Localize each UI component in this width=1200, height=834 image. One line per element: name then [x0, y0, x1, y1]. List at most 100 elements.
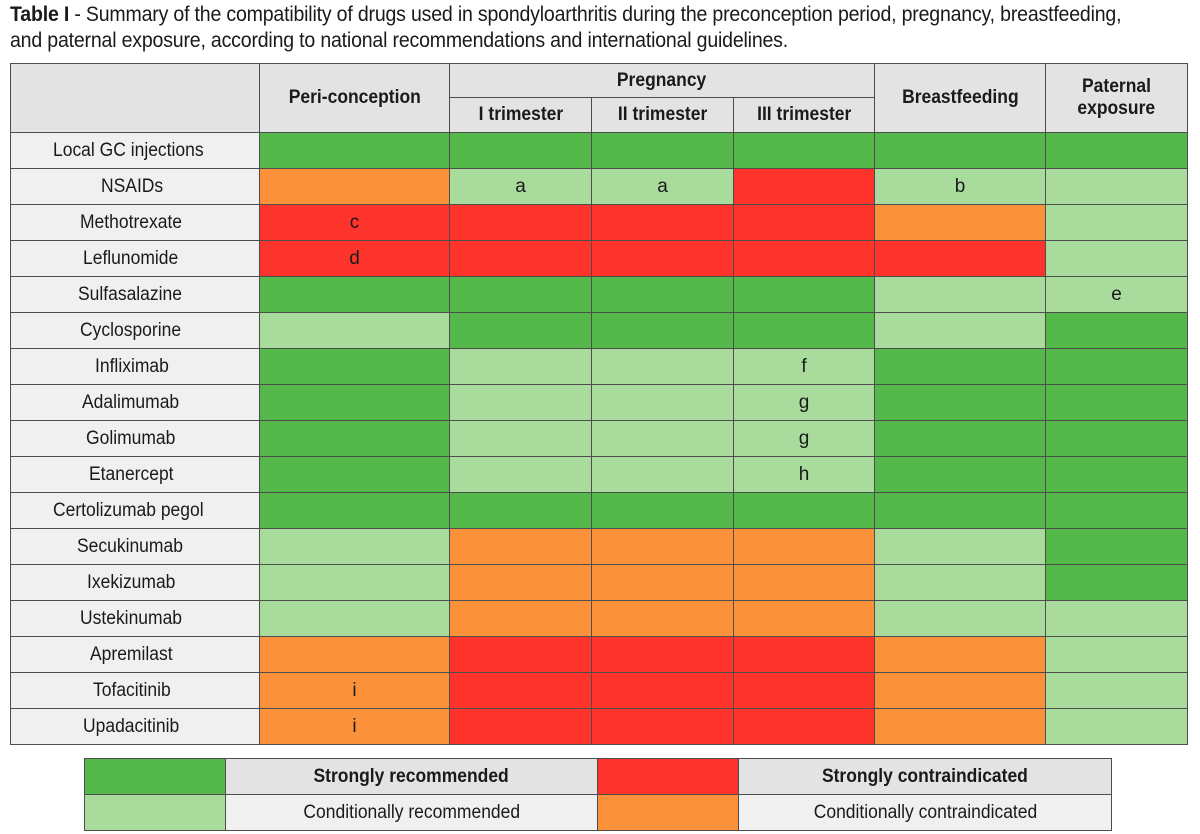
cell-peri-conception: [259, 168, 450, 205]
table-row: Golimumab g: [10, 420, 1188, 457]
cell-trimester-1: [449, 636, 592, 673]
cell-paternal-exposure: [1045, 312, 1188, 349]
legend-swatch-strongly-recommended: [84, 758, 226, 795]
cell-breastfeeding: [874, 312, 1046, 349]
cell-paternal-exposure: [1045, 240, 1188, 277]
cell-paternal-exposure: [1045, 672, 1188, 709]
drug-name-cell: Sulfasalazine: [10, 276, 260, 313]
cell-paternal-exposure: [1045, 168, 1188, 205]
cell-breastfeeding: [874, 708, 1046, 745]
drug-name-cell: NSAIDs: [10, 168, 260, 205]
cell-breastfeeding: [874, 384, 1046, 421]
cell-trimester-3: [733, 240, 875, 277]
drug-name-cell: Apremilast: [10, 636, 260, 673]
drug-name-cell: Leflunomide: [10, 240, 260, 277]
header-row-2: I trimester II trimester III trimester: [11, 97, 1188, 133]
legend-row-2: Conditionally recommended Conditionally …: [84, 794, 1112, 831]
cell-trimester-1: a: [449, 168, 592, 205]
caption-text-2: and paternal exposure, according to nati…: [10, 29, 789, 52]
cell-paternal-exposure: [1045, 456, 1188, 493]
cell-trimester-1: [449, 456, 592, 493]
drug-name-cell: Golimumab: [10, 420, 260, 457]
cell-trimester-3: [733, 168, 875, 205]
cell-trimester-2: [591, 708, 734, 745]
header-paternal-exposure: Paternal exposure: [1045, 63, 1188, 133]
cell-trimester-2: [591, 456, 734, 493]
table-row: Infliximab f: [10, 348, 1188, 385]
cell-paternal-exposure: [1045, 384, 1188, 421]
cell-peri-conception: [259, 420, 450, 457]
table-row: Upadacitinib i: [10, 708, 1188, 745]
cell-paternal-exposure: [1045, 528, 1188, 565]
cell-trimester-2: a: [591, 168, 734, 205]
cell-paternal-exposure: [1045, 204, 1188, 241]
cell-trimester-3: [733, 636, 875, 673]
cell-trimester-3: [733, 672, 875, 709]
table-row: NSAIDs a a b: [10, 168, 1188, 205]
cell-paternal-exposure: [1045, 492, 1188, 529]
cell-trimester-3: [733, 600, 875, 637]
cell-trimester-2: [591, 204, 734, 241]
table-row: Adalimumab g: [10, 384, 1188, 421]
cell-breastfeeding: [874, 564, 1046, 601]
cell-trimester-3: h: [733, 456, 875, 493]
table-row: Local GC injections: [10, 132, 1188, 169]
cell-trimester-2: [591, 276, 734, 313]
cell-trimester-3: f: [733, 348, 875, 385]
cell-peri-conception: [259, 600, 450, 637]
cell-breastfeeding: [874, 420, 1046, 457]
cell-trimester-2: [591, 492, 734, 529]
cell-trimester-1: [449, 276, 592, 313]
drug-name-cell: Ustekinumab: [10, 600, 260, 637]
cell-trimester-1: [449, 132, 592, 169]
cell-trimester-2: [591, 636, 734, 673]
cell-trimester-3: [733, 276, 875, 313]
header-trimester-3: III trimester: [733, 97, 875, 133]
legend: Strongly recommended Strongly contraindi…: [84, 758, 1112, 831]
cell-breastfeeding: b: [874, 168, 1046, 205]
cell-peri-conception: [259, 564, 450, 601]
caption-text-1: - Summary of the compatibility of drugs …: [69, 3, 1122, 26]
legend-label-strongly-contraindicated: Strongly contraindicated: [738, 758, 1112, 795]
cell-breastfeeding: [874, 636, 1046, 673]
cell-trimester-1: [449, 672, 592, 709]
cell-trimester-3: [733, 708, 875, 745]
header-pregnancy: Pregnancy: [449, 63, 875, 98]
table-row: Ustekinumab: [10, 600, 1188, 637]
cell-trimester-3: [733, 312, 875, 349]
cell-breastfeeding: [874, 276, 1046, 313]
cell-paternal-exposure: e: [1045, 276, 1188, 313]
cell-breastfeeding: [874, 132, 1046, 169]
header-row-1: Peri-conception Pregnancy Breastfeeding …: [10, 63, 1188, 133]
cell-peri-conception: [259, 528, 450, 565]
table-row: Secukinumab: [10, 528, 1188, 565]
cell-peri-conception: d: [259, 240, 450, 277]
cell-peri-conception: [259, 276, 450, 313]
drug-name-cell: Ixekizumab: [10, 564, 260, 601]
cell-trimester-2: [591, 240, 734, 277]
cell-trimester-1: [449, 564, 592, 601]
cell-trimester-3: [733, 132, 875, 169]
drug-name-cell: Cyclosporine: [10, 312, 260, 349]
drug-name-cell: Adalimumab: [10, 384, 260, 421]
header-drug-blank: [10, 63, 260, 133]
cell-paternal-exposure: [1045, 600, 1188, 637]
cell-trimester-2: [591, 564, 734, 601]
cell-breastfeeding: [874, 456, 1046, 493]
cell-trimester-3: g: [733, 384, 875, 421]
cell-peri-conception: [259, 636, 450, 673]
cell-trimester-1: [449, 204, 592, 241]
cell-trimester-1: [449, 420, 592, 457]
cell-paternal-exposure: [1045, 636, 1188, 673]
cell-trimester-2: [591, 420, 734, 457]
table-row: Apremilast: [10, 636, 1188, 673]
legend-swatch-conditionally-recommended: [84, 794, 226, 831]
header-peri-conception: Peri-conception: [259, 63, 450, 133]
cell-trimester-2: [591, 672, 734, 709]
table-row: Tofacitinib i: [10, 672, 1188, 709]
cell-breastfeeding: [874, 672, 1046, 709]
header-trimester-1: I trimester: [449, 97, 592, 133]
cell-trimester-1: [449, 240, 592, 277]
drug-name-cell: Local GC injections: [10, 132, 260, 169]
cell-paternal-exposure: [1045, 564, 1188, 601]
